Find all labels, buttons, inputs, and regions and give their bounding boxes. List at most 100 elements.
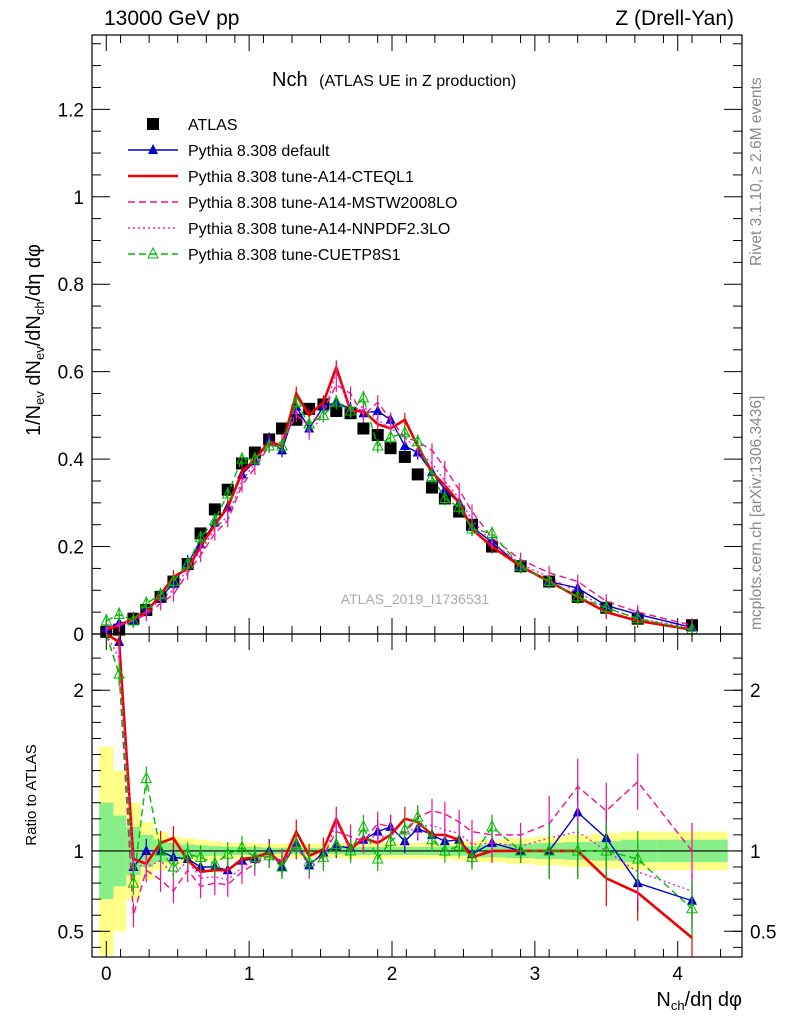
ratio-ylabel: Ratio to ATLAS [23, 744, 40, 845]
ratio-point [411, 810, 424, 822]
atlas-data-point [398, 450, 411, 463]
ratio-point [439, 843, 451, 856]
data-point [167, 574, 180, 587]
legend-label: Pythia 8.308 tune-A14-NNPDF2.3LO [188, 221, 450, 238]
ratio-point [514, 843, 527, 856]
series-line [106, 369, 693, 630]
data-point [330, 395, 343, 407]
atlas-data-point [426, 481, 438, 494]
main-title: Nch (ATLAS UE in Z production) [272, 69, 516, 91]
y-tick-label: 0.5 [58, 922, 84, 943]
data-point [209, 513, 221, 525]
atlas-data-point [330, 405, 343, 418]
ratio-frame [91, 633, 743, 958]
ratio-point [371, 851, 384, 864]
data-point [514, 559, 527, 571]
data-point [290, 395, 303, 407]
atlas-data-point [357, 422, 370, 435]
series-line [106, 383, 693, 629]
y-tick-label: 0.6 [58, 363, 84, 384]
ratio-point [140, 771, 153, 784]
data-point [426, 469, 438, 482]
legend-marker [147, 246, 159, 259]
data-point [600, 600, 613, 613]
data-point [439, 491, 451, 503]
y-tick-label: 1.2 [58, 100, 84, 121]
data-point [154, 587, 167, 600]
ratio-point [209, 856, 221, 869]
data-point [194, 530, 207, 543]
ratio-point [181, 847, 194, 859]
main-ylabel: 1/Nev dNev/dNch/dη dφ [23, 244, 47, 436]
side-label-mcplots: mcplots.cern.ch [arXiv:1306.3436] [748, 395, 765, 630]
legend-label: Pythia 8.308 tune-CUETP8S1 [188, 247, 401, 264]
legend-marker [148, 144, 158, 154]
ratio-point [236, 840, 248, 853]
data-point [303, 417, 315, 429]
y-tick-label: 0.4 [58, 450, 85, 471]
ratio-point [357, 819, 370, 832]
ratio-point [571, 843, 584, 856]
data-point [453, 500, 465, 512]
ratio-point [453, 839, 465, 851]
data-point [344, 403, 357, 416]
watermark: ATLAS_2019_I1736531 [341, 591, 490, 607]
atlas-data-point [411, 468, 424, 481]
y-tick-label: 0 [73, 625, 84, 646]
header-left: 13000 GeV pp [104, 7, 240, 30]
atlas-data-point [208, 503, 221, 516]
data-point [357, 390, 370, 403]
series-5 [100, 390, 698, 637]
ratio-series-1 [105, 632, 693, 957]
data-point [100, 613, 113, 626]
ratio-series-4 [105, 633, 698, 937]
ratio-point [276, 859, 288, 872]
legend-label: Pythia 8.308 tune-A14-CTEQL1 [188, 169, 414, 186]
ratio-series-0 [105, 633, 697, 929]
y-tick-label-right: 0.5 [750, 922, 776, 943]
data-point [486, 526, 498, 538]
ratio-series-2 [105, 633, 693, 928]
main-title-text: Nch [272, 69, 308, 91]
data-point [399, 425, 411, 438]
y-tick-label: 1 [73, 188, 84, 209]
data-point [276, 438, 288, 451]
ratio-point [543, 843, 555, 856]
ratio-point [600, 843, 613, 856]
x-tick-label: 3 [530, 964, 541, 985]
ratio-point [426, 832, 438, 845]
x-tick-label: 4 [672, 964, 683, 985]
data-point [631, 611, 644, 624]
ratio-point [303, 855, 315, 867]
data-point [466, 521, 478, 534]
x-axis-label: Nch/dη dφ [656, 989, 742, 1013]
data-point [399, 439, 410, 450]
ratio-point [290, 837, 303, 850]
data-point [543, 574, 555, 587]
ratio-point [249, 850, 261, 862]
legend: ATLAS Pythia 8.308 default Pythia 8.308 tu… [128, 117, 457, 264]
y-tick-label: 2 [73, 681, 84, 702]
ratio-point [486, 819, 498, 832]
main-title-sub: (ATLAS UE in Z production) [319, 73, 516, 90]
ratio-point [330, 837, 343, 850]
y-tick-label-right: 1 [750, 842, 761, 863]
ratio-point [466, 850, 478, 862]
y-tick-label: 1 [73, 842, 84, 863]
data-point [221, 486, 234, 499]
legend-label: Pythia 8.308 default [188, 143, 330, 160]
ratio-point [221, 847, 234, 859]
y-tick-label: 0.2 [58, 538, 84, 559]
data-point [317, 408, 330, 420]
ratio-point [384, 834, 397, 846]
ratio-point [317, 850, 330, 862]
ratio-point [631, 851, 644, 864]
data-point [113, 607, 125, 619]
legend-label: Pythia 8.308 tune-A14-MSTW2008LO [188, 195, 457, 212]
side-label-rivet: Rivet 3.1.10, ≥ 2.6M events [748, 77, 765, 266]
ratio-line [105, 633, 693, 916]
ratio-point [127, 875, 140, 888]
ratio-point [113, 667, 125, 679]
header-right: Z (Drell-Yan) [615, 7, 734, 30]
ratio-line [105, 632, 693, 939]
